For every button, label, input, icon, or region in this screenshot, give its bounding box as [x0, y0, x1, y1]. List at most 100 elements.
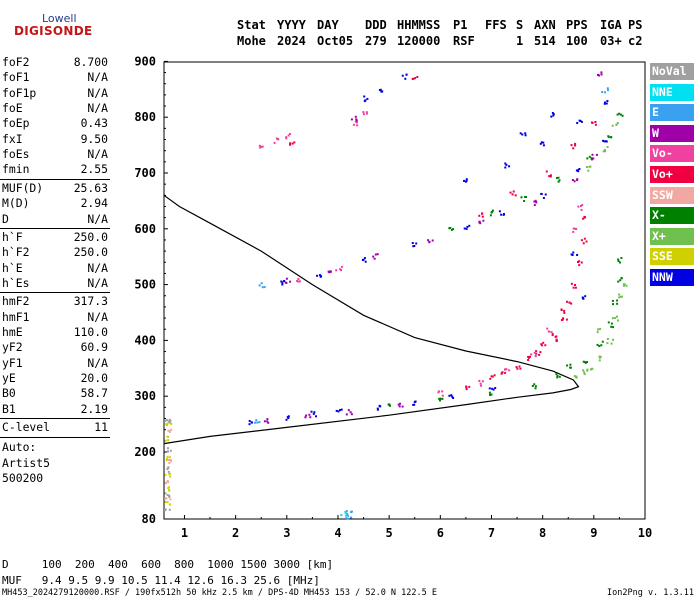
echo-point: [167, 429, 170, 432]
echo-point: [337, 410, 340, 413]
parameter-name: h`E: [2, 260, 23, 275]
echo-point: [165, 419, 168, 422]
echo-point: [595, 153, 598, 156]
echo-point: [305, 414, 308, 417]
parameter-name: h`F2: [2, 245, 30, 260]
echo-point: [578, 168, 581, 170]
parameter-value: 250.0: [73, 245, 108, 260]
parameter-name: foEp: [2, 116, 30, 131]
x-tick-label: 2: [232, 526, 239, 540]
legend-item: Vo-: [650, 145, 694, 163]
legend-item: NoVal: [650, 63, 694, 80]
parameter-value: N/A: [87, 260, 108, 275]
echo-point: [615, 123, 618, 126]
echo-point: [481, 215, 484, 218]
echo-point: [598, 345, 601, 348]
parameter-value: 2.19: [80, 401, 108, 416]
echo-point: [504, 371, 507, 374]
echo-point: [540, 344, 543, 347]
echo-point: [621, 295, 623, 298]
echo-point: [591, 121, 594, 124]
y-tick-label: 700: [134, 166, 156, 180]
echo-point: [617, 260, 620, 263]
echo-point: [582, 369, 585, 372]
y-tick-label: 300: [134, 389, 156, 403]
echo-point: [606, 342, 609, 345]
header-label: HHMMSS: [397, 18, 441, 32]
header-label: PPS: [566, 18, 588, 32]
echo-point: [533, 200, 536, 203]
echo-point: [364, 260, 367, 263]
echo-point: [616, 315, 618, 318]
echo-point: [535, 201, 538, 204]
echo-point: [451, 395, 454, 398]
echo-point: [465, 178, 468, 181]
echo-point: [438, 397, 441, 400]
echo-point: [164, 439, 167, 442]
echo-point: [481, 380, 484, 383]
parameter-value: 60.9: [80, 340, 108, 355]
echo-point: [285, 282, 288, 284]
echo-point: [164, 482, 167, 485]
echo-point: [480, 384, 482, 387]
parameter-name: foE: [2, 101, 23, 116]
parameter-row: B0 58.7: [2, 386, 108, 401]
echo-point: [266, 420, 269, 423]
echo-point: [549, 175, 552, 178]
echo-point: [166, 424, 168, 427]
echo-point: [468, 385, 471, 388]
echo-point: [586, 157, 589, 160]
echo-point: [508, 165, 511, 168]
echo-point: [601, 340, 604, 343]
echo-point: [261, 145, 264, 148]
header-label: DAY: [317, 18, 339, 32]
echo-point: [539, 351, 542, 354]
echo-point: [376, 253, 379, 256]
echo-point: [263, 420, 266, 423]
header-label: PS: [628, 18, 643, 32]
header-label: FFS: [485, 18, 507, 32]
echo-point: [551, 112, 554, 114]
echo-point: [621, 114, 624, 117]
parameter-name: yF1: [2, 355, 23, 370]
parameter-name: yE: [2, 371, 16, 385]
echo-point: [514, 194, 517, 197]
parameter-row: h`F 250.0: [2, 230, 108, 245]
echo-point: [604, 91, 606, 94]
echo-point: [493, 374, 496, 377]
echo-point: [611, 317, 614, 320]
echo-point: [281, 281, 284, 284]
echo-point: [612, 303, 614, 306]
echo-point: [468, 224, 471, 227]
echo-point: [405, 73, 408, 76]
echo-point: [574, 284, 576, 286]
echo-point: [289, 142, 292, 145]
echo-point: [587, 169, 590, 172]
echo-point: [427, 239, 430, 242]
x-tick-label: 1: [181, 526, 188, 540]
echo-point: [509, 191, 512, 194]
header-label: YYYY: [277, 18, 306, 32]
parameter-name: hmF2: [2, 294, 30, 309]
echo-point: [169, 472, 171, 475]
echo-point: [576, 179, 579, 181]
parameter-name: foF1: [2, 70, 30, 85]
echo-point: [381, 90, 384, 93]
muf-row: MUF 9.4 9.5 9.9 10.5 11.4 12.6 16.3 25.6…: [2, 574, 320, 587]
echo-point: [583, 237, 586, 240]
echo-point: [616, 122, 619, 124]
echo-point: [335, 409, 338, 412]
echo-point: [594, 121, 597, 123]
y-tick-label: 800: [134, 110, 156, 124]
echo-point: [441, 397, 444, 400]
echo-point: [625, 284, 628, 287]
parameter-row: foF1 N/A: [2, 70, 108, 85]
echo-point: [504, 166, 507, 169]
echo-point: [500, 213, 503, 216]
echo-point: [350, 118, 353, 121]
echo-point: [256, 421, 259, 424]
echo-point: [577, 205, 580, 208]
echo-point: [448, 227, 451, 230]
echo-point: [286, 416, 289, 419]
